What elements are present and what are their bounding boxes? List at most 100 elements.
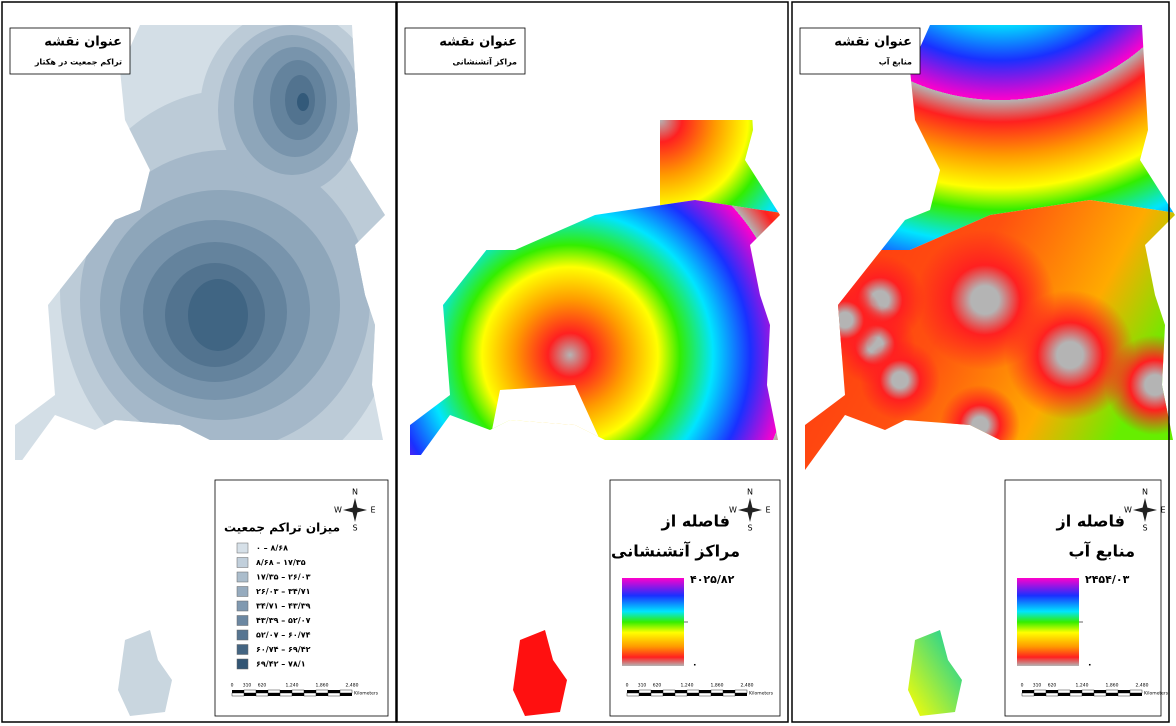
color-ramp <box>622 578 684 666</box>
title-box <box>9 27 131 75</box>
scale-label: 310 <box>1033 683 1042 689</box>
scale-segment <box>1057 689 1071 694</box>
legend-title: منابع آب <box>1068 541 1135 561</box>
scale-segment <box>231 692 245 697</box>
scale-label: 0 <box>1021 683 1024 689</box>
scale-segment <box>734 689 748 694</box>
compass-s: S <box>1142 524 1147 533</box>
compass-n: N <box>352 488 358 497</box>
legend-class-label: ۸/۶۸ – ۱۷/۳۵ <box>256 558 306 567</box>
scale-segment <box>267 689 281 694</box>
scale-segment <box>1033 689 1047 694</box>
scale-segment <box>292 693 304 696</box>
scale-segment <box>711 693 723 696</box>
compass-n: N <box>1142 488 1148 497</box>
scale-segment <box>1046 690 1058 693</box>
legend-swatch <box>236 644 249 655</box>
scale-segment <box>255 692 269 697</box>
north-arrow <box>1133 498 1157 522</box>
legend-swatch <box>236 615 249 626</box>
scale-label: 2,480 <box>346 683 359 689</box>
scale-unit: Kilometers <box>1144 691 1169 697</box>
density-map <box>15 25 385 470</box>
scale-segment <box>1129 689 1143 694</box>
scale-label: 620 <box>653 683 662 689</box>
scale-segment <box>639 693 651 696</box>
scale-unit: Kilometers <box>354 691 379 697</box>
title-box <box>799 27 921 75</box>
legend-class-label: ۳۴/۷۱ – ۴۳/۳۹ <box>256 602 311 611</box>
scale-label: 1,240 <box>1076 683 1089 689</box>
scale-label: 620 <box>258 683 267 689</box>
scale-segment <box>723 690 735 693</box>
north-arrow <box>738 498 762 522</box>
scale-segment <box>256 690 268 693</box>
scale-segment <box>303 692 317 697</box>
scale-segment <box>1034 693 1046 696</box>
legend-class-label: ۶۹/۴۲ – ۷۸/۱ <box>256 660 306 669</box>
scale-segment <box>651 690 663 693</box>
scale-segment <box>304 690 316 693</box>
scale-label: 620 <box>1048 683 1057 689</box>
map-subtitle: منابع آب <box>879 57 912 67</box>
scale-label: 1,240 <box>286 683 299 689</box>
legend-swatch <box>236 557 249 568</box>
legend-swatch <box>236 600 249 612</box>
ramp-min-label: ۰ <box>692 661 698 671</box>
scale-label: 1,860 <box>711 683 724 689</box>
legend-title: مراکز آتشنشانی <box>611 541 740 561</box>
scale-segment <box>1106 693 1118 696</box>
legend-swatch <box>236 586 249 597</box>
scale-segment <box>662 689 676 694</box>
scale-label: 2,480 <box>741 683 754 689</box>
color-ramp <box>1017 578 1079 666</box>
scale-segment <box>650 692 664 697</box>
panel-border <box>791 1 1170 723</box>
scale-segment <box>722 692 736 697</box>
scale-segment <box>1093 692 1107 697</box>
scale-segment <box>686 689 700 694</box>
scale-segment <box>1082 693 1094 696</box>
scale-segment <box>1045 692 1059 697</box>
scale-segment <box>698 692 712 697</box>
north-arrow <box>343 498 367 522</box>
legend-class-label: ۰ – ۸/۶۸ <box>256 544 288 553</box>
scale-segment <box>243 689 257 694</box>
ramp-min-label: ۰ <box>1087 661 1093 671</box>
scale-segment <box>327 692 341 697</box>
scale-label: 2,480 <box>1136 683 1149 689</box>
legend-box <box>214 479 389 717</box>
compass-w: W <box>1124 506 1132 515</box>
legend-class-label: ۶۰/۷۴ – ۶۹/۴۲ <box>256 645 311 654</box>
compass-n: N <box>747 488 753 497</box>
legend-class-label: ۴۳/۳۹ – ۵۲/۰۷ <box>256 616 311 625</box>
compass-s: S <box>352 524 357 533</box>
legend-class-label: ۵۲/۰۷ – ۶۰/۷۴ <box>256 631 311 640</box>
scale-label: 0 <box>626 683 629 689</box>
scale-segment <box>244 693 256 696</box>
scale-segment <box>1081 689 1095 694</box>
map-title: عنوان نقشه <box>834 35 912 50</box>
scale-segment <box>687 693 699 696</box>
scale-segment <box>1130 693 1142 696</box>
scale-segment <box>316 693 328 696</box>
scale-segment <box>1021 692 1035 697</box>
map-subtitle: تراکم جمعیت در هکتار <box>34 58 122 67</box>
legend-title: میزان تراکم جمعیت <box>224 521 340 535</box>
compass-e: E <box>765 506 770 515</box>
compass-w: W <box>334 506 342 515</box>
scale-label: 1,860 <box>316 683 329 689</box>
scale-segment <box>638 689 652 694</box>
scale-segment <box>1105 689 1119 694</box>
scale-segment <box>1022 690 1034 693</box>
panel-border <box>1 1 397 723</box>
scale-segment <box>279 692 293 697</box>
map-title: عنوان نقشه <box>44 35 122 50</box>
scale-segment <box>699 690 711 693</box>
compass-e: E <box>1160 506 1165 515</box>
title-box <box>404 27 526 75</box>
scale-segment <box>1117 692 1131 697</box>
scale-label: 1,240 <box>681 683 694 689</box>
scale-segment <box>627 690 639 693</box>
